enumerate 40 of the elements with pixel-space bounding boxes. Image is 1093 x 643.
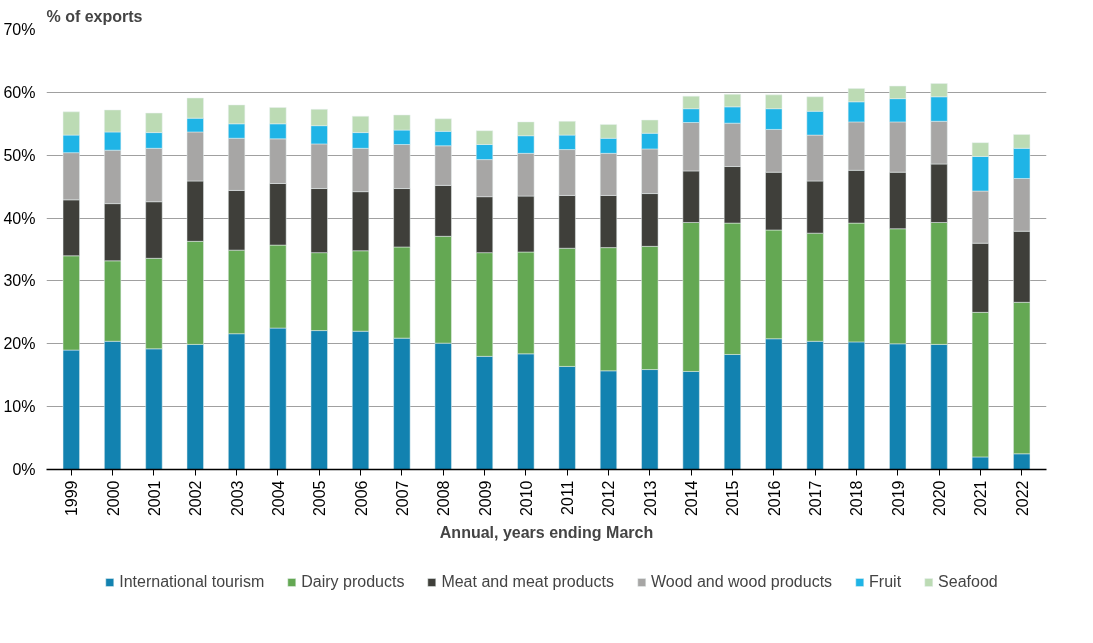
- x-tick-label: 2010: [517, 480, 535, 517]
- legend-label: International tourism: [119, 572, 265, 591]
- y-tick-label: 30%: [3, 272, 36, 290]
- x-tick-label: 2000: [104, 480, 122, 517]
- x-tick-label: 2001: [145, 480, 163, 517]
- x-tick-label: 2015: [724, 480, 742, 517]
- x-tick-label: 2006: [352, 480, 370, 517]
- x-tick-label: 2016: [765, 480, 783, 517]
- x-tick-label: 2018: [848, 480, 866, 517]
- y-tick-label: 70%: [3, 21, 36, 38]
- x-tick-label: 2008: [435, 480, 453, 517]
- legend-label: Meat and meat products: [441, 572, 614, 591]
- y-tick-label: 50%: [3, 146, 36, 164]
- x-tick-label: 2005: [311, 480, 329, 517]
- x-axis-title: Annual, years ending March: [439, 524, 654, 542]
- x-tick-label: 1999: [63, 480, 81, 517]
- x-tick-label: 2011: [559, 480, 577, 515]
- x-tick-label: 2021: [972, 480, 990, 517]
- x-tick-label: 2002: [187, 480, 205, 517]
- x-tick-label: 2017: [807, 480, 825, 517]
- y-tick-label: 60%: [3, 83, 36, 101]
- x-tick-label: 2013: [641, 480, 659, 517]
- legend-label: Dairy products: [301, 572, 405, 591]
- x-tick-label: 2003: [228, 480, 246, 517]
- x-tick-label: 2004: [269, 480, 287, 517]
- legend-label: Seafood: [938, 572, 998, 591]
- x-tick-label: 2007: [393, 480, 411, 517]
- x-tick-label: 2020: [931, 480, 949, 517]
- x-tick-label: 2009: [476, 480, 494, 517]
- x-tick-label: 2012: [600, 480, 618, 517]
- legend-label: Fruit: [869, 572, 902, 591]
- x-tick-label: 2019: [889, 480, 907, 517]
- y-tick-label: 0%: [12, 461, 36, 478]
- legend-label: Wood and wood products: [650, 572, 833, 591]
- x-tick-label: 2022: [1013, 480, 1031, 517]
- x-tick-label: 2014: [683, 480, 701, 517]
- y-axis-title: % of exports: [46, 7, 143, 25]
- y-tick-label: 20%: [3, 335, 36, 353]
- y-tick-label: 10%: [3, 398, 36, 416]
- y-tick-label: 40%: [3, 209, 36, 227]
